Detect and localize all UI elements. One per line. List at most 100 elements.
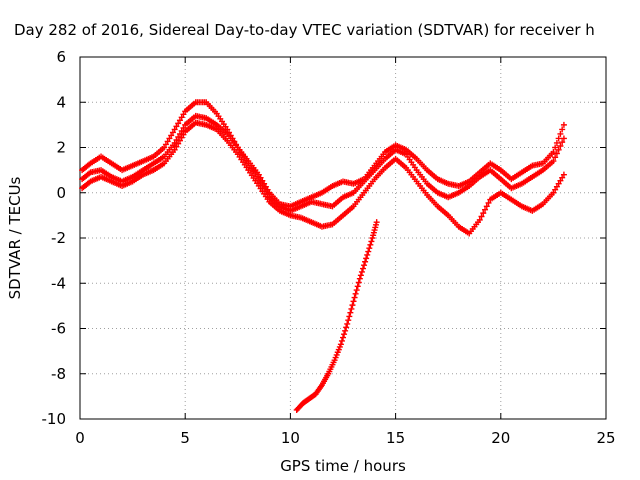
data-point — [354, 283, 361, 290]
data-point — [175, 120, 182, 127]
x-tick-label: 15 — [386, 429, 405, 447]
x-tick-label: 20 — [491, 429, 510, 447]
x-tick-label: 10 — [281, 429, 300, 447]
data-point — [362, 258, 369, 265]
data-point — [178, 134, 185, 141]
data-point — [364, 251, 371, 258]
data-point — [557, 130, 564, 137]
data-point — [365, 248, 372, 255]
data-point — [178, 114, 185, 121]
data-point — [550, 189, 557, 196]
data-point — [173, 136, 180, 143]
data-point — [552, 154, 559, 161]
data-point — [367, 241, 374, 248]
y-tick-label: 2 — [56, 139, 66, 157]
data-point — [173, 123, 180, 130]
data-point — [478, 213, 485, 220]
y-tick-label: -4 — [51, 274, 66, 292]
y-tick-label: 6 — [56, 48, 66, 66]
data-point — [180, 124, 187, 131]
data-point — [555, 146, 562, 153]
data-point — [348, 305, 355, 312]
data-point — [359, 265, 366, 272]
data-point — [175, 140, 182, 147]
x-tick-label: 5 — [180, 429, 190, 447]
data-point — [337, 341, 344, 348]
data-point — [550, 149, 557, 156]
data-point — [161, 144, 168, 151]
data-point — [358, 268, 365, 275]
data-point — [361, 262, 368, 269]
data-point — [350, 298, 357, 305]
y-tick-label: -2 — [51, 229, 66, 247]
data-point — [169, 129, 176, 136]
data-point — [347, 309, 354, 316]
data-point — [341, 331, 348, 338]
data-point — [555, 180, 562, 187]
data-point — [553, 139, 560, 146]
data-point — [552, 186, 559, 193]
data-point — [180, 111, 187, 118]
data-point — [482, 206, 489, 213]
y-tick-label: 0 — [56, 184, 66, 202]
data-point — [166, 135, 173, 142]
data-point — [553, 183, 560, 190]
data-point — [373, 219, 380, 226]
series-track-4 — [293, 219, 380, 413]
data-point — [557, 142, 564, 149]
data-point — [171, 139, 178, 146]
x-tick-label: 25 — [596, 429, 615, 447]
y-tick-label: -8 — [51, 365, 66, 383]
x-axis-label: GPS time / hours — [280, 457, 406, 475]
data-point — [168, 132, 175, 139]
data-point — [164, 138, 171, 145]
data-point — [476, 216, 483, 223]
data-point — [162, 141, 169, 148]
data-point — [173, 143, 180, 150]
y-tick-label: -6 — [51, 320, 66, 338]
data-point — [363, 255, 370, 262]
data-point — [175, 133, 182, 140]
grid-lines — [80, 57, 606, 419]
data-point — [552, 144, 559, 151]
data-point — [346, 313, 353, 320]
data-point — [483, 203, 490, 210]
data-point — [368, 238, 375, 245]
data-point — [559, 139, 566, 146]
data-point — [349, 302, 356, 309]
data-point — [357, 272, 364, 279]
data-point — [171, 126, 178, 133]
y-tick-label: -10 — [42, 410, 67, 428]
data-point — [352, 290, 359, 297]
data-point — [559, 126, 566, 133]
x-tick-label: 0 — [75, 429, 85, 447]
data-point — [560, 171, 567, 178]
data-point — [557, 177, 564, 184]
data-point — [555, 135, 562, 142]
data-point — [559, 174, 566, 181]
data-point — [351, 294, 358, 301]
data-point — [345, 317, 352, 324]
y-axis-label: SDTVAR / TECUs — [6, 176, 24, 299]
data-point — [180, 131, 187, 138]
data-point — [176, 137, 183, 144]
data-point — [353, 287, 360, 294]
data-point — [259, 182, 266, 189]
data-point — [176, 117, 183, 124]
data-point — [366, 245, 373, 252]
data-point — [257, 179, 264, 186]
data-point — [344, 320, 351, 327]
data-point — [343, 324, 350, 331]
data-point — [550, 158, 557, 165]
y-tick-label: 4 — [56, 93, 66, 111]
data-point — [340, 334, 346, 341]
data-point — [178, 127, 185, 134]
series-track-3 — [79, 119, 567, 237]
data-point — [553, 150, 560, 157]
data-point — [560, 121, 567, 128]
data-point — [480, 210, 487, 217]
data-point — [560, 135, 567, 142]
